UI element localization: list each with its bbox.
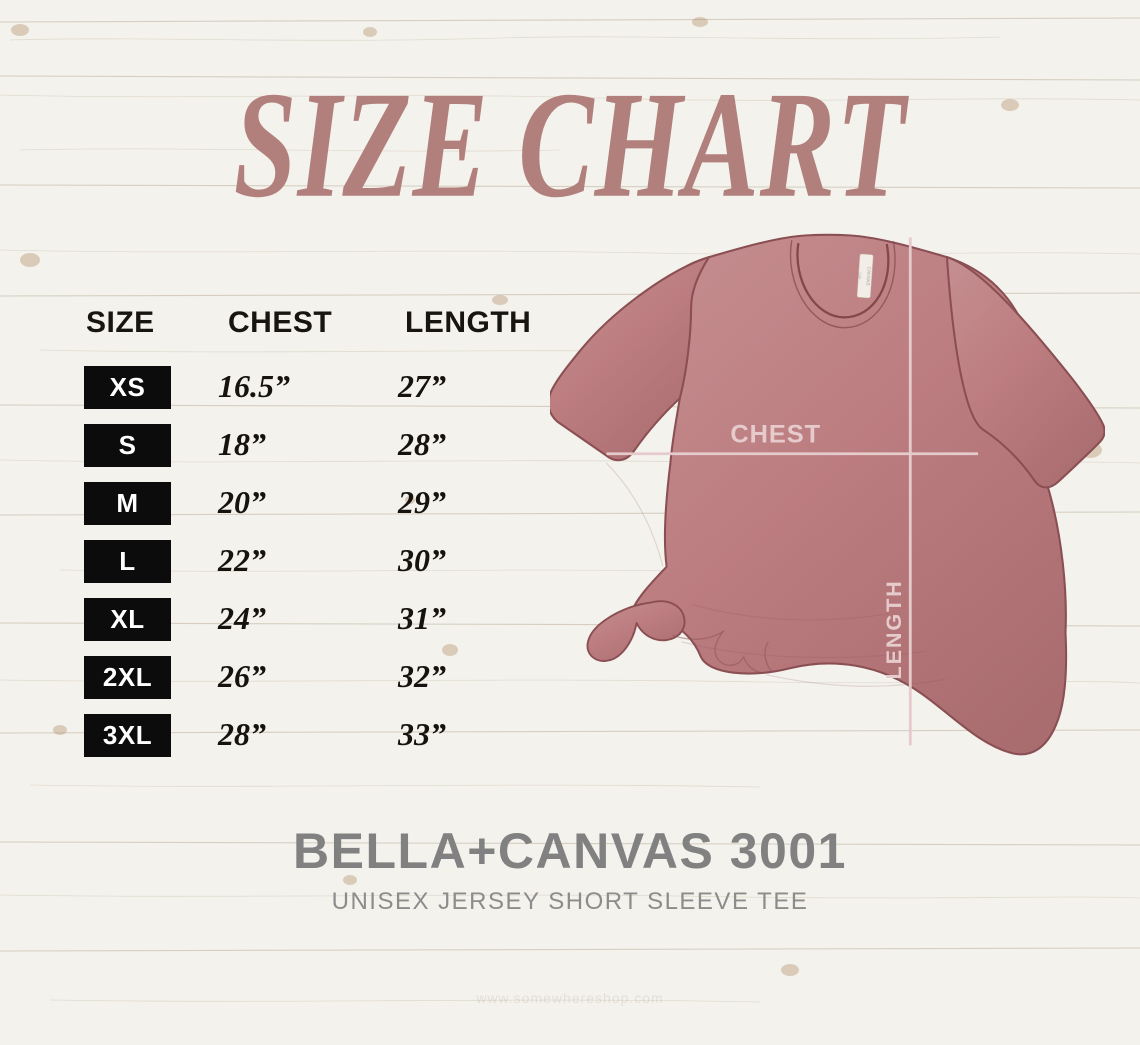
svg-text:LENGTH: LENGTH: [881, 579, 906, 679]
svg-text:CHEST: CHEST: [730, 420, 821, 448]
svg-text:S/M: S/M: [857, 272, 861, 279]
